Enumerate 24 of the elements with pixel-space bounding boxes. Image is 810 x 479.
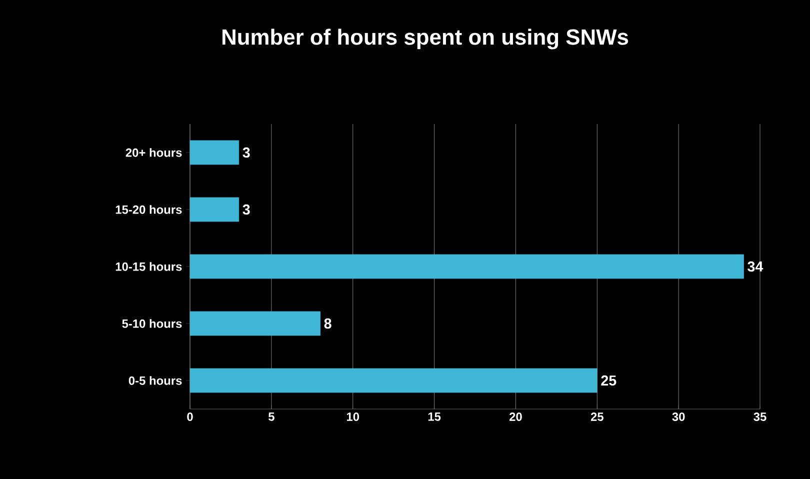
- y-tick-label: 10-15 hours: [116, 262, 182, 271]
- bar: [190, 311, 320, 336]
- data-label: 3: [242, 204, 250, 215]
- y-tick-label: 5-10 hours: [122, 319, 182, 328]
- x-tick-label: 15: [428, 412, 441, 421]
- x-tick-label: 5: [268, 412, 274, 421]
- bar: [190, 197, 240, 222]
- x-tick-label: 0: [187, 412, 193, 421]
- x-tick-label: 35: [754, 412, 766, 422]
- x-tick-label: 20: [509, 412, 522, 421]
- bar: [190, 254, 744, 279]
- x-tick-label: 10: [346, 412, 360, 421]
- x-tick-label: 25: [590, 412, 604, 421]
- x-tick-label: 30: [672, 412, 685, 422]
- data-label: 8: [324, 318, 332, 329]
- bar: [190, 140, 240, 165]
- chart-title: Number of hours spent on using SNWs: [222, 28, 628, 50]
- y-tick-label: 0-5 hours: [128, 376, 182, 385]
- data-label: 34: [748, 261, 764, 272]
- y-tick-label: 15-20 hours: [116, 205, 182, 214]
- data-label: 3: [242, 147, 250, 158]
- bar: [190, 368, 598, 393]
- y-tick-label: 20+ hours: [126, 148, 182, 157]
- data-label: 25: [601, 375, 616, 386]
